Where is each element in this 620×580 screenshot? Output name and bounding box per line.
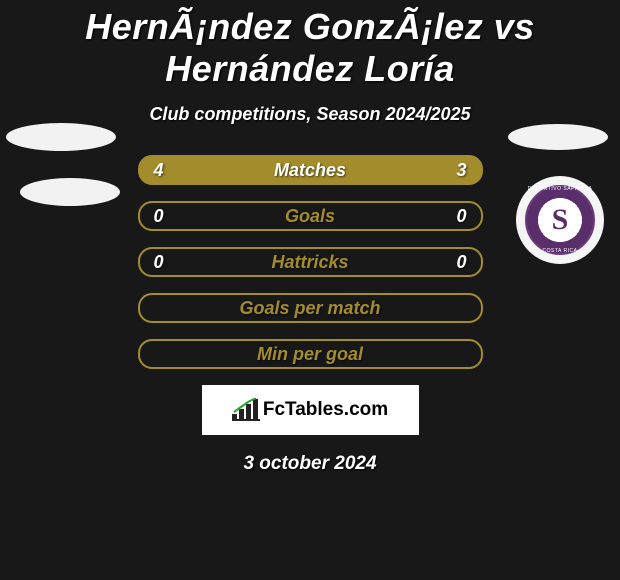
badge-letter: S [552, 203, 569, 237]
stat-row: Goals per match [138, 293, 483, 323]
stat-label: Matches [194, 160, 427, 181]
bar-chart-icon [232, 398, 260, 422]
stats-table: 4Matches30Goals00Hattricks0Goals per mat… [138, 155, 483, 369]
stat-label: Goals per match [194, 298, 427, 319]
stat-value-left: 4 [154, 160, 194, 181]
stat-row: 0Goals0 [138, 201, 483, 231]
stat-value-left: 0 [154, 206, 194, 227]
right-club-badge: DEPORTIVO SAPRISSA S COSTA RICA [516, 176, 604, 264]
stat-label: Min per goal [194, 344, 427, 365]
right-team-logo-1 [508, 124, 608, 150]
stat-value-right: 3 [427, 160, 467, 181]
stat-row: Min per goal [138, 339, 483, 369]
brand-name: FcTables.com [263, 399, 388, 421]
comparison-title: HernÃ¡ndez GonzÃ¡lez vs Hernández Loría [0, 0, 620, 90]
stat-row: 4Matches3 [138, 155, 483, 185]
brand-box: FcTables.com [202, 385, 419, 435]
comparison-subtitle: Club competitions, Season 2024/2025 [0, 104, 620, 125]
left-team-logo-1 [6, 123, 116, 151]
snapshot-date: 3 october 2024 [0, 453, 620, 475]
badge-ring-top: DEPORTIVO SAPRISSA [527, 186, 593, 192]
badge-ring-bottom: COSTA RICA [527, 248, 593, 254]
stat-value-left: 0 [154, 252, 194, 273]
stat-label: Hattricks [194, 252, 427, 273]
stat-value-right: 0 [427, 206, 467, 227]
stat-row: 0Hattricks0 [138, 247, 483, 277]
left-team-logo-2 [20, 178, 120, 206]
stat-value-right: 0 [427, 252, 467, 273]
stat-label: Goals [194, 206, 427, 227]
